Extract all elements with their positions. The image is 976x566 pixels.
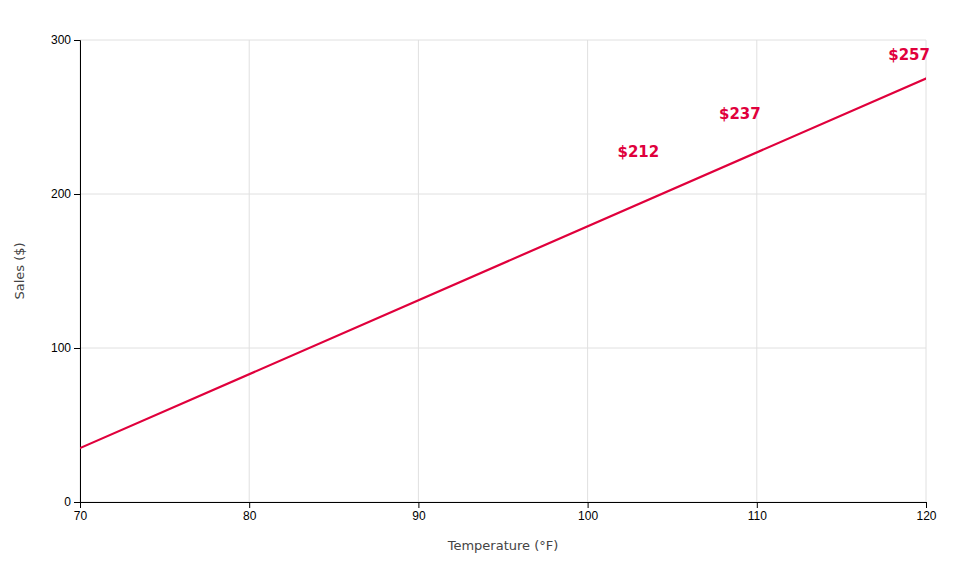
tick-label: 0	[64, 495, 71, 509]
axis-line	[74, 41, 81, 503]
tick-label: 70	[74, 509, 88, 523]
tick-mark	[588, 502, 589, 508]
tick-label: 80	[243, 509, 257, 523]
tick: 110	[748, 502, 767, 523]
tick-mark	[926, 502, 927, 508]
grid-line-x	[587, 40, 588, 502]
tick-mark	[74, 348, 80, 349]
grid	[80, 40, 926, 502]
grid-line-x	[926, 40, 927, 502]
tick-label: 100	[578, 509, 598, 523]
grid-line-y	[80, 348, 926, 349]
tick: 70	[74, 502, 88, 523]
tick-mark	[418, 502, 419, 508]
plot: 70 80 90 100 110 120 0 100 200 300 $212 $237 $257	[51, 33, 937, 522]
grid-line-x	[249, 40, 250, 502]
axis-line	[81, 503, 927, 509]
chart: 70 80 90 100 110 120 0 100 200 300 $212 $237 $257 Tem…	[0, 0, 976, 566]
grid-line-y	[80, 40, 926, 41]
annotations: $212 $237 $257	[617, 46, 929, 161]
annotation: $237	[719, 105, 761, 123]
tick: 0	[64, 495, 80, 509]
grid-line-x	[418, 40, 419, 502]
tick: 300	[51, 33, 80, 47]
tick-label: 200	[51, 187, 71, 201]
tick: 100	[51, 341, 80, 355]
tick-label: 120	[916, 509, 936, 523]
tick-label: 100	[51, 341, 71, 355]
x-axis: 70 80 90 100 110 120	[74, 502, 937, 523]
line	[80, 79, 926, 449]
tick: 80	[243, 502, 257, 523]
annotation: $212	[617, 143, 659, 161]
tick-mark	[757, 502, 758, 508]
y-axis: 0 100 200 300	[51, 33, 81, 509]
tick-mark	[74, 194, 80, 195]
x-axis-title: Temperature (°F)	[447, 538, 559, 553]
tick: 120	[916, 502, 936, 523]
tick: 200	[51, 187, 80, 201]
tick-label: 110	[748, 509, 767, 523]
tick-mark	[249, 502, 250, 508]
grid-line-y	[80, 194, 926, 195]
tick-mark	[74, 502, 80, 503]
tick: 90	[412, 502, 426, 523]
tick-label: 300	[51, 33, 71, 47]
y-axis-title: Sales ($)	[12, 242, 27, 299]
tick: 100	[578, 502, 598, 523]
tick-label: 90	[412, 509, 426, 523]
annotation: $257	[888, 46, 930, 64]
tick-mark	[74, 40, 80, 41]
marks	[80, 79, 926, 449]
